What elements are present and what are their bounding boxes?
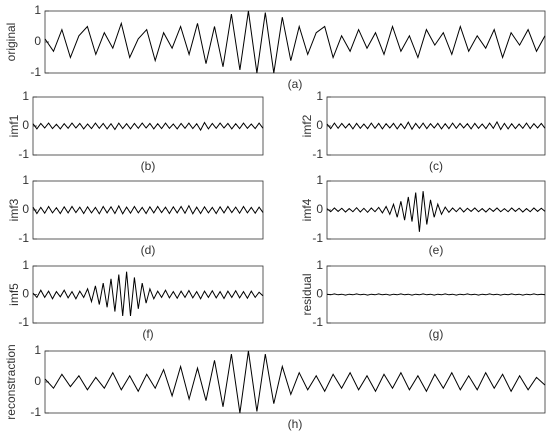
signal-line	[32, 204, 264, 215]
panel-caption: (c)	[429, 159, 443, 173]
signal-line	[44, 10, 546, 74]
y-tick-label: -1	[312, 315, 323, 329]
y-tick-label: -1	[18, 315, 29, 329]
y-tick-label: 1	[22, 258, 29, 272]
y-tick-label: -1	[30, 65, 41, 79]
y-tick-label: 1	[316, 258, 323, 272]
signal-line	[326, 293, 546, 296]
signal-line	[326, 191, 546, 232]
y-tick-label: 1	[22, 173, 29, 187]
y-tick-label: -1	[30, 405, 41, 419]
panel-caption: (g)	[429, 327, 444, 341]
y-tick-label: 1	[34, 3, 41, 17]
panel-caption: (f)	[142, 327, 153, 341]
y-tick-label: 0	[22, 287, 29, 301]
y-tick-label: -1	[312, 147, 323, 161]
y-axis-label: reconstraction	[4, 344, 18, 419]
y-tick-label: 0	[316, 202, 323, 216]
signal-line	[32, 271, 264, 316]
y-tick-label: 1	[34, 343, 41, 357]
signal-line	[44, 350, 546, 414]
y-tick-label: 1	[316, 173, 323, 187]
y-tick-label: 1	[22, 89, 29, 103]
axes-frame	[44, 350, 546, 414]
y-tick-label: -1	[18, 147, 29, 161]
y-tick-label: 0	[316, 287, 323, 301]
y-tick-label: 1	[316, 89, 323, 103]
y-axis-label: imf3	[7, 198, 21, 221]
y-axis-label: imf4	[300, 198, 314, 221]
signal-line	[326, 120, 546, 131]
y-tick-label: 0	[316, 118, 323, 132]
y-axis-label: imf5	[7, 283, 21, 306]
y-tick-label: -1	[312, 231, 323, 245]
y-axis-label: residual	[300, 273, 314, 315]
panel-caption: (a)	[288, 77, 303, 91]
y-axis-label: original	[4, 23, 18, 62]
y-tick-label: 0	[34, 374, 41, 388]
y-axis-label: imf2	[300, 114, 314, 137]
y-tick-label: 0	[22, 202, 29, 216]
y-tick-label: 0	[22, 118, 29, 132]
y-axis-label: imf1	[7, 114, 21, 137]
panel-caption: (b)	[141, 159, 156, 173]
y-tick-label: 0	[34, 34, 41, 48]
panel-caption: (e)	[429, 243, 444, 257]
panel-caption: (d)	[141, 243, 156, 257]
signal-line	[32, 121, 264, 132]
panel-caption: (h)	[288, 417, 303, 431]
y-tick-label: -1	[18, 231, 29, 245]
